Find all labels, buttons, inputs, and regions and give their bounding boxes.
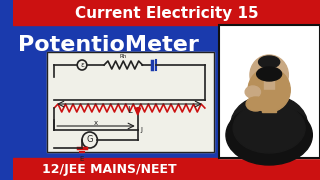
Text: G: G	[86, 136, 93, 145]
Text: Rh: Rh	[120, 54, 127, 59]
Bar	[219, 25, 320, 158]
Text: x: x	[93, 120, 98, 126]
Bar	[264, 77, 274, 95]
Ellipse shape	[226, 105, 312, 165]
Circle shape	[248, 68, 290, 112]
Ellipse shape	[246, 97, 265, 111]
Text: L: L	[127, 106, 131, 115]
Bar	[219, 25, 320, 158]
Bar	[46, 52, 214, 152]
Text: J: J	[140, 127, 143, 133]
Ellipse shape	[233, 103, 305, 153]
Text: Current Electricity 15: Current Electricity 15	[75, 6, 258, 21]
Bar	[262, 90, 276, 112]
Bar	[13, 158, 320, 180]
Polygon shape	[135, 108, 140, 115]
Circle shape	[250, 55, 288, 95]
Text: 12/JEE MAINS/NEET: 12/JEE MAINS/NEET	[42, 163, 176, 175]
Ellipse shape	[257, 67, 282, 81]
Text: ε: ε	[80, 62, 84, 68]
Ellipse shape	[245, 86, 260, 98]
Bar	[220, 26, 319, 157]
Bar	[13, 0, 320, 25]
Ellipse shape	[231, 95, 308, 155]
Bar	[46, 52, 214, 152]
Ellipse shape	[259, 56, 280, 68]
Text: PotentioMeter: PotentioMeter	[19, 35, 199, 55]
Text: E: E	[80, 156, 84, 162]
